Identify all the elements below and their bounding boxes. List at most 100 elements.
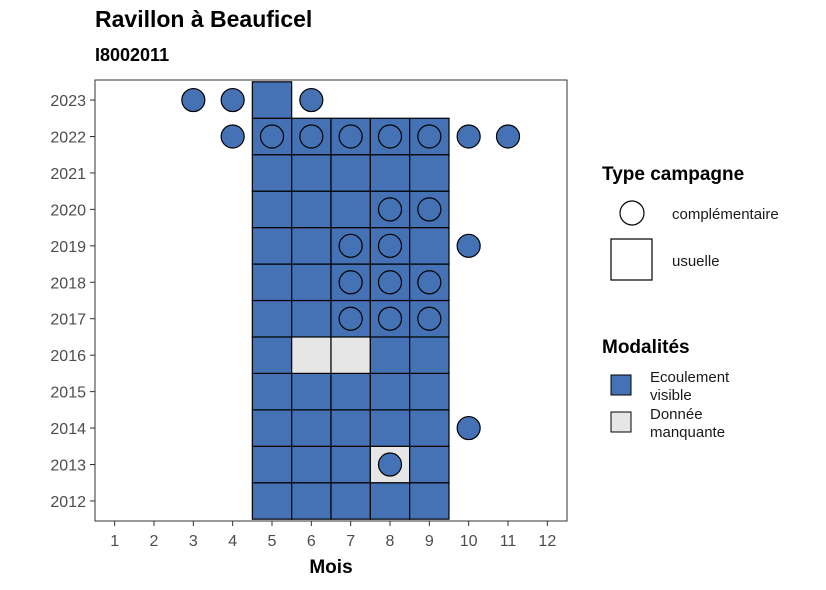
y-tick-label: 2012 bbox=[50, 494, 86, 511]
x-tick-label: 9 bbox=[425, 533, 434, 550]
y-tick-label: 2017 bbox=[50, 312, 86, 329]
legend-square-icon bbox=[610, 238, 653, 281]
y-tick-label: 2022 bbox=[50, 129, 86, 146]
x-tick-label: 12 bbox=[538, 533, 556, 550]
x-axis-title: Mois bbox=[309, 557, 352, 578]
tile-usuelle bbox=[251, 117, 293, 156]
point-complementaire bbox=[377, 197, 403, 222]
legend-label-ecoulement-line1: Ecoulement bbox=[650, 369, 730, 386]
tile-usuelle bbox=[251, 81, 293, 119]
chart-title: Ravillon à Beauficel bbox=[95, 6, 313, 32]
tile-usuelle bbox=[291, 336, 332, 374]
point-complementaire bbox=[456, 233, 481, 258]
point-complementaire bbox=[299, 124, 324, 149]
panel-border bbox=[94, 79, 568, 522]
x-tick-label: 6 bbox=[307, 533, 316, 550]
tile-usuelle bbox=[251, 409, 293, 447]
tile-usuelle bbox=[330, 154, 371, 192]
tile-usuelle bbox=[330, 372, 371, 411]
point-complementaire bbox=[338, 306, 363, 331]
tile-usuelle bbox=[251, 336, 293, 374]
tile-usuelle bbox=[369, 336, 411, 374]
point-complementaire bbox=[495, 124, 521, 149]
point-complementaire bbox=[338, 233, 363, 258]
point-complementaire bbox=[259, 124, 285, 149]
tile-usuelle bbox=[251, 372, 293, 411]
y-tick-label: 2014 bbox=[50, 421, 86, 438]
y-tick-label: 2019 bbox=[50, 239, 86, 256]
tile-usuelle bbox=[369, 482, 411, 520]
legend-label-manquante-line2: manquante bbox=[650, 424, 725, 441]
tile-usuelle bbox=[409, 154, 450, 192]
tile-usuelle bbox=[409, 227, 450, 265]
tile-usuelle bbox=[251, 299, 293, 338]
point-complementaire bbox=[417, 197, 442, 222]
point-complementaire bbox=[417, 306, 442, 331]
legend-label-ecoulement-line2: visible bbox=[650, 387, 692, 404]
point-complementaire bbox=[377, 270, 403, 295]
legend-label-ecoulement: Ecoulement visible bbox=[650, 369, 733, 404]
point-complementaire bbox=[338, 124, 363, 149]
tile-usuelle bbox=[291, 482, 332, 520]
y-axis: 2012 2013 2014 2015 2016 2017 2018 2019 2020 2021… bbox=[50, 93, 95, 511]
tile-usuelle bbox=[251, 445, 293, 484]
legend-circle-icon bbox=[619, 200, 645, 226]
y-tick-label: 2018 bbox=[50, 275, 86, 292]
x-axis: 1 2 3 4 5 6 7 8 9 10 11 12 bbox=[110, 521, 556, 550]
legend-swatch-manquante bbox=[610, 411, 632, 433]
tile-usuelle bbox=[251, 190, 293, 229]
tile-usuelle bbox=[251, 482, 293, 520]
tile-usuelle bbox=[251, 154, 293, 192]
tile-usuelle bbox=[291, 154, 332, 192]
tile-usuelle bbox=[251, 227, 293, 265]
y-tick-label: 2013 bbox=[50, 458, 86, 475]
point-complementaire bbox=[417, 124, 442, 149]
tile-usuelle bbox=[291, 190, 332, 229]
legend-label-usuelle: usuelle bbox=[672, 253, 720, 270]
legend-label-complementaire: complémentaire bbox=[672, 206, 779, 223]
y-tick-label: 2023 bbox=[50, 93, 86, 110]
x-tick-label: 8 bbox=[386, 533, 395, 550]
y-tick-label: 2015 bbox=[50, 385, 86, 402]
y-tick-label: 2021 bbox=[50, 166, 86, 183]
tile-usuelle bbox=[330, 409, 371, 447]
tile-usuelle bbox=[291, 372, 332, 411]
tile-usuelle bbox=[291, 263, 332, 302]
point-complementaire bbox=[299, 87, 324, 113]
x-tick-label: 5 bbox=[268, 533, 277, 550]
tile-usuelle bbox=[369, 154, 411, 192]
legend-label-manquante-line1: Donnée bbox=[650, 406, 703, 423]
point-complementaire bbox=[338, 270, 363, 295]
x-tick-label: 7 bbox=[346, 533, 355, 550]
tile-usuelle bbox=[409, 445, 450, 484]
circle-layer bbox=[181, 87, 521, 477]
point-complementaire bbox=[456, 124, 481, 149]
legend-label-manquante: Donnée manquante bbox=[650, 406, 725, 441]
legend-title-type: Type campagne bbox=[602, 164, 744, 185]
x-tick-label: 11 bbox=[500, 533, 517, 550]
point-complementaire bbox=[417, 270, 442, 295]
point-complementaire bbox=[377, 452, 403, 477]
tile-usuelle bbox=[291, 227, 332, 265]
x-tick-label: 2 bbox=[150, 533, 159, 550]
tile-usuelle bbox=[330, 482, 371, 520]
tile-usuelle bbox=[291, 445, 332, 484]
tile-usuelle bbox=[291, 299, 332, 338]
point-complementaire bbox=[377, 306, 403, 331]
tile-usuelle bbox=[369, 409, 411, 447]
x-tick-label: 3 bbox=[189, 533, 198, 550]
tile-usuelle bbox=[251, 263, 293, 302]
point-complementaire bbox=[377, 124, 403, 149]
tile-usuelle bbox=[409, 409, 450, 447]
point-complementaire bbox=[220, 124, 245, 149]
y-tick-label: 2020 bbox=[50, 202, 86, 219]
tile-usuelle bbox=[330, 190, 371, 229]
point-complementaire bbox=[181, 87, 206, 113]
legend: Type campagne complémentaire usuelle Mod… bbox=[602, 164, 779, 441]
y-tick-label: 2016 bbox=[50, 348, 86, 365]
point-complementaire bbox=[377, 233, 403, 258]
legend-title-modalites: Modalités bbox=[602, 337, 690, 358]
legend-swatch-ecoulement bbox=[610, 374, 632, 396]
tile-usuelle bbox=[330, 445, 371, 484]
